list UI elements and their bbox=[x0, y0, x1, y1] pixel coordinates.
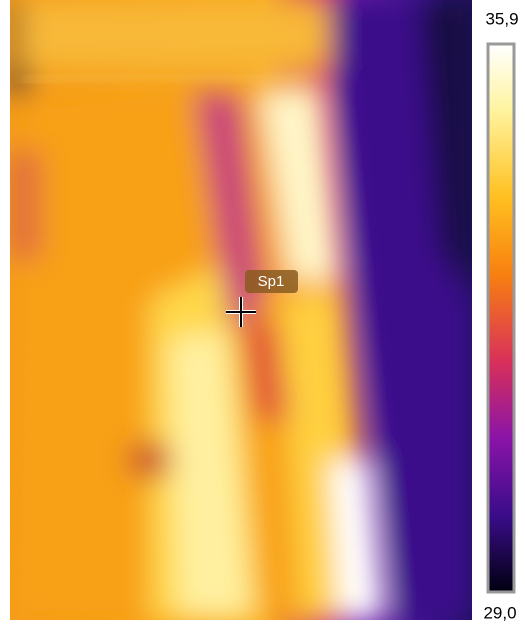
scale-max: 35,9 bbox=[485, 9, 518, 28]
spot-label: Sp1 bbox=[258, 273, 285, 290]
scale-min: 29,0 bbox=[483, 603, 516, 622]
color-scale bbox=[486, 42, 516, 594]
thermal-image bbox=[10, 0, 472, 620]
spot-marker: Sp1 bbox=[226, 270, 298, 327]
spot-label-box bbox=[245, 270, 298, 293]
crosshair bbox=[226, 297, 256, 327]
